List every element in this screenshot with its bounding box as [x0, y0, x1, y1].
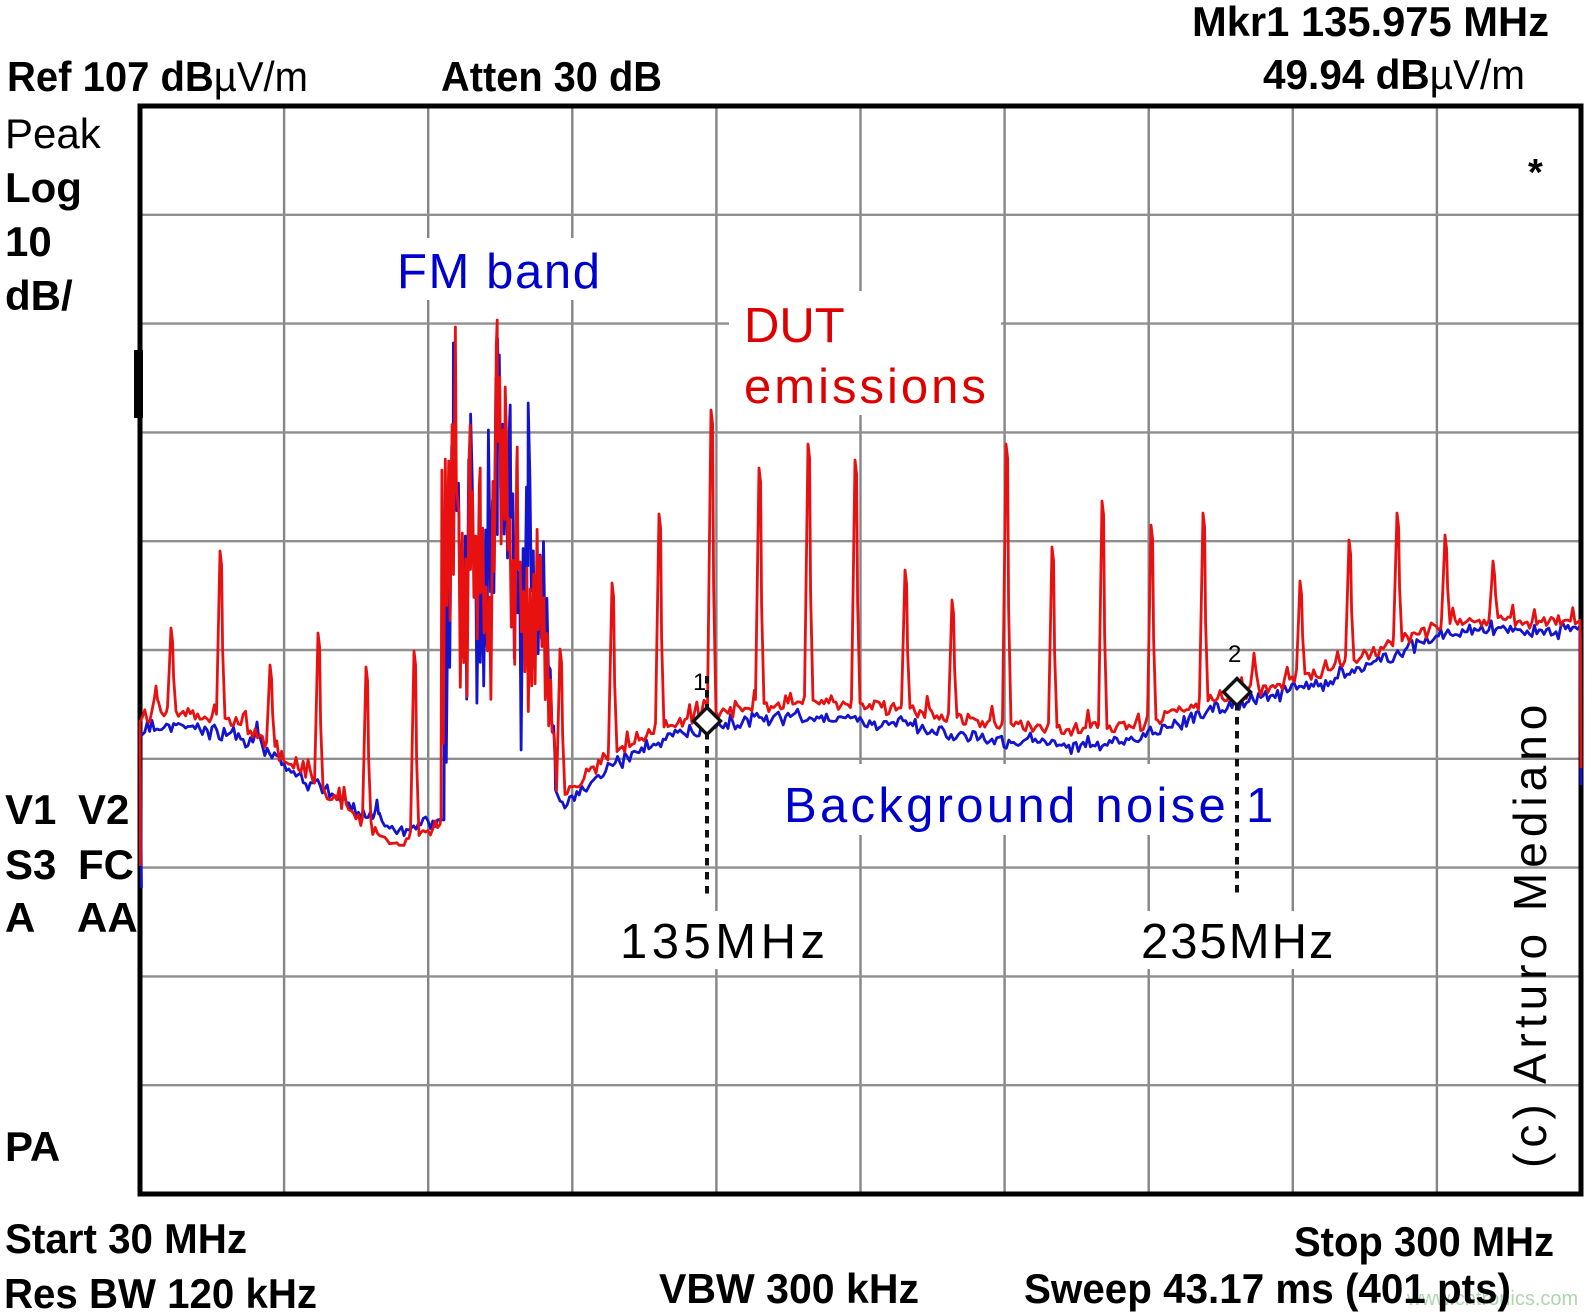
svg-text:Mkr1 135.975 MHz: Mkr1 135.975 MHz [1192, 0, 1549, 45]
svg-text:Start 30 MHz: Start 30 MHz [5, 1215, 247, 1262]
svg-text:AA: AA [77, 894, 138, 941]
svg-text:FC: FC [78, 841, 134, 888]
svg-text:Ref 107 dBµV/m: Ref 107 dBµV/m [7, 53, 308, 100]
svg-text:A: A [5, 894, 35, 941]
svg-text:dB/: dB/ [5, 272, 73, 319]
svg-text:235MHz: 235MHz [1141, 915, 1335, 969]
svg-text:S3: S3 [5, 841, 56, 888]
svg-text:www.cntronics.com: www.cntronics.com [1406, 1288, 1578, 1310]
svg-text:10: 10 [5, 218, 52, 265]
svg-text:FM band: FM band [397, 245, 602, 299]
svg-text:Sweep 43.17 ms (401 pts): Sweep 43.17 ms (401 pts) [1024, 1265, 1511, 1312]
svg-text:1: 1 [693, 669, 706, 696]
svg-text:PA: PA [5, 1123, 60, 1170]
svg-text:DUT: DUT [744, 299, 845, 353]
svg-text:V2: V2 [78, 786, 129, 833]
svg-text:(c) Arturo Mediano: (c) Arturo Mediano [1504, 700, 1556, 1168]
svg-text:Res BW 120 kHz: Res BW 120 kHz [4, 1270, 317, 1316]
svg-text:135MHz: 135MHz [620, 915, 829, 969]
svg-text:VBW 300 kHz: VBW 300 kHz [659, 1265, 919, 1312]
svg-text:Atten 30 dB: Atten 30 dB [441, 53, 662, 100]
svg-text:V1: V1 [5, 786, 56, 833]
svg-text:Background noise 1: Background noise 1 [784, 779, 1277, 833]
svg-text:*: * [1528, 152, 1543, 194]
svg-text:Stop 300 MHz: Stop 300 MHz [1294, 1218, 1554, 1265]
svg-text:2: 2 [1228, 641, 1241, 668]
svg-text:Peak: Peak [5, 110, 102, 157]
svg-text:Log: Log [5, 164, 82, 211]
svg-text:49.94 dBµV/m: 49.94 dBµV/m [1263, 51, 1525, 98]
svg-text:emissions: emissions [744, 360, 989, 414]
